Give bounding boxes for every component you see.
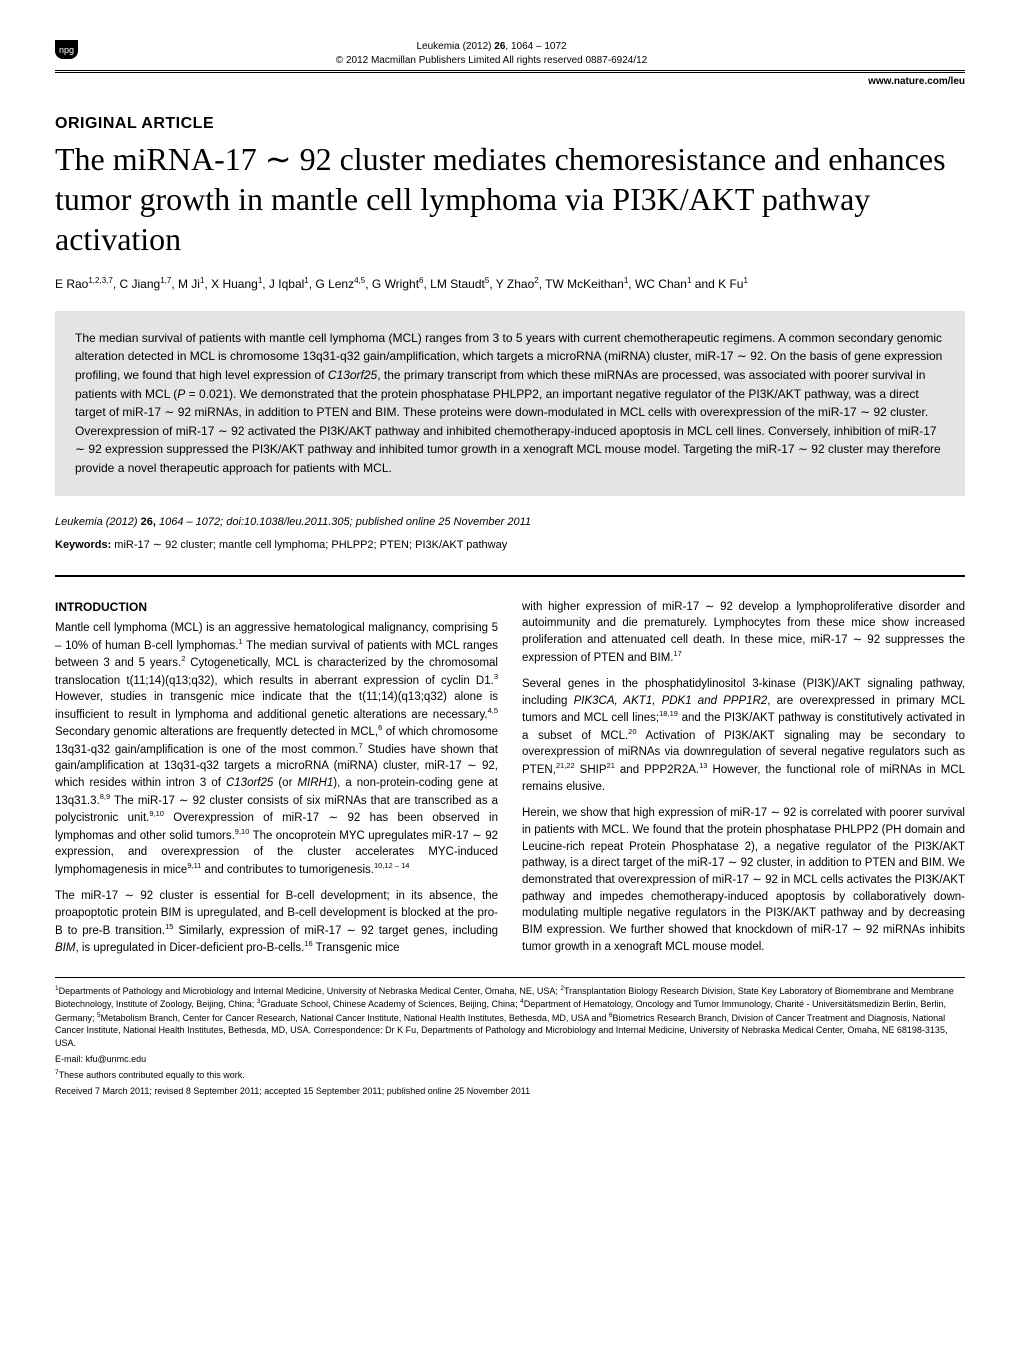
equal-contribution: 7These authors contributed equally to th… (55, 1068, 965, 1082)
left-column: INTRODUCTION Mantle cell lymphoma (MCL) … (55, 599, 498, 957)
right-column: with higher expression of miR-17 ∼ 92 de… (522, 599, 965, 957)
keywords-rule (55, 575, 965, 577)
section-heading-introduction: INTRODUCTION (55, 599, 498, 616)
citation: Leukemia (2012) 26, 1064 – 1072; doi:10.… (55, 516, 965, 528)
article-dates: Received 7 March 2011; revised 8 Septemb… (55, 1085, 965, 1098)
copyright-line: © 2012 Macmillan Publishers Limited All … (48, 54, 935, 68)
article-type: ORIGINAL ARTICLE (55, 115, 965, 133)
intro-para-4: Several genes in the phosphatidylinosito… (522, 676, 965, 795)
intro-para-3: with higher expression of miR-17 ∼ 92 de… (522, 599, 965, 667)
journal-info: Leukemia (2012) 26, 1064 – 1072 © 2012 M… (48, 40, 935, 68)
footer-rule (55, 977, 965, 978)
intro-para-1: Mantle cell lymphoma (MCL) is an aggress… (55, 620, 498, 878)
corresponding-email: E-mail: kfu@unmc.edu (55, 1053, 965, 1066)
header-rule (55, 70, 965, 71)
header-rule-2 (55, 72, 965, 73)
intro-para-5: Herein, we show that high expression of … (522, 805, 965, 955)
body-columns: INTRODUCTION Mantle cell lymphoma (MCL) … (55, 599, 965, 957)
intro-para-2: The miR-17 ∼ 92 cluster is essential for… (55, 888, 498, 956)
page-header: npg Leukemia (2012) 26, 1064 – 1072 © 20… (55, 40, 965, 68)
abstract: The median survival of patients with man… (55, 311, 965, 496)
keywords: Keywords: miR-17 ∼ 92 cluster; mantle ce… (55, 538, 965, 551)
article-title: The miRNA-17 ∼ 92 cluster mediates chemo… (55, 139, 965, 259)
abstract-text: The median survival of patients with man… (75, 331, 942, 475)
author-list: E Rao1,2,3,7, C Jiang1,7, M Ji1, X Huang… (55, 275, 965, 293)
journal-url: www.nature.com/leu (55, 76, 965, 87)
affiliations: 1Departments of Pathology and Microbiolo… (55, 984, 965, 1050)
footer: 1Departments of Pathology and Microbiolo… (55, 984, 965, 1098)
journal-citation-line: Leukemia (2012) 26, 1064 – 1072 (48, 40, 935, 54)
